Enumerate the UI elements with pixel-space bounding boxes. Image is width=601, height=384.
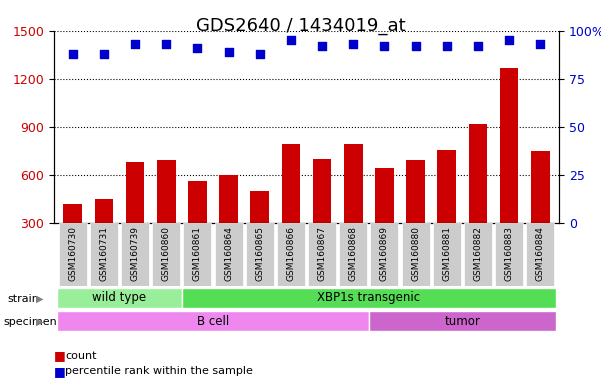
Bar: [126, 162, 144, 271]
FancyBboxPatch shape: [90, 223, 118, 286]
Text: GSM160869: GSM160869: [380, 226, 389, 281]
Text: GSM160864: GSM160864: [224, 226, 233, 281]
Text: GSM160866: GSM160866: [287, 226, 296, 281]
FancyBboxPatch shape: [339, 223, 367, 286]
FancyBboxPatch shape: [215, 223, 243, 286]
FancyBboxPatch shape: [182, 288, 556, 308]
Point: [130, 41, 140, 47]
Bar: [94, 199, 114, 271]
Point: [473, 43, 483, 49]
Text: GDS2640 / 1434019_at: GDS2640 / 1434019_at: [196, 17, 405, 35]
FancyBboxPatch shape: [57, 311, 369, 331]
Point: [504, 37, 514, 43]
Point: [99, 51, 109, 57]
Text: XBP1s transgenic: XBP1s transgenic: [317, 291, 420, 305]
Point: [380, 43, 389, 49]
Text: ■: ■: [54, 349, 66, 362]
Text: ▶: ▶: [36, 294, 43, 304]
FancyBboxPatch shape: [495, 223, 523, 286]
Bar: [375, 167, 394, 271]
FancyBboxPatch shape: [59, 223, 87, 286]
Point: [410, 43, 420, 49]
Text: GSM160731: GSM160731: [99, 226, 108, 281]
Text: specimen: specimen: [3, 317, 56, 327]
FancyBboxPatch shape: [277, 223, 305, 286]
Bar: [64, 204, 82, 271]
FancyBboxPatch shape: [308, 223, 336, 286]
Text: ■: ■: [54, 365, 66, 378]
Bar: [406, 161, 425, 271]
FancyBboxPatch shape: [57, 288, 182, 308]
FancyBboxPatch shape: [246, 223, 274, 286]
Text: GSM160860: GSM160860: [162, 226, 171, 281]
Text: percentile rank within the sample: percentile rank within the sample: [65, 366, 253, 376]
Text: GSM160730: GSM160730: [69, 226, 78, 281]
Text: GSM160865: GSM160865: [255, 226, 264, 281]
Bar: [344, 144, 362, 271]
FancyBboxPatch shape: [433, 223, 461, 286]
Text: GSM160868: GSM160868: [349, 226, 358, 281]
Text: tumor: tumor: [444, 314, 480, 328]
Bar: [469, 124, 487, 271]
Text: GSM160861: GSM160861: [193, 226, 202, 281]
Text: GSM160882: GSM160882: [474, 226, 483, 281]
Bar: [499, 68, 519, 271]
Text: count: count: [65, 351, 96, 361]
Text: GSM160739: GSM160739: [130, 226, 139, 281]
Bar: [282, 144, 300, 271]
Bar: [219, 175, 238, 271]
Point: [68, 51, 78, 57]
Point: [349, 41, 358, 47]
Text: B cell: B cell: [197, 314, 229, 328]
FancyBboxPatch shape: [464, 223, 492, 286]
Text: GSM160880: GSM160880: [411, 226, 420, 281]
Point: [535, 41, 545, 47]
FancyBboxPatch shape: [401, 223, 430, 286]
Point: [193, 45, 203, 51]
Text: GSM160881: GSM160881: [442, 226, 451, 281]
FancyBboxPatch shape: [152, 223, 180, 286]
Bar: [188, 181, 207, 271]
FancyBboxPatch shape: [370, 223, 398, 286]
Text: wild type: wild type: [93, 291, 147, 305]
Text: GSM160884: GSM160884: [535, 226, 545, 281]
FancyBboxPatch shape: [183, 223, 212, 286]
Bar: [251, 191, 269, 271]
Point: [255, 51, 264, 57]
Bar: [531, 151, 549, 271]
FancyBboxPatch shape: [526, 223, 554, 286]
FancyBboxPatch shape: [369, 311, 556, 331]
Text: ▶: ▶: [36, 317, 43, 327]
Point: [442, 43, 451, 49]
Bar: [313, 159, 331, 271]
Bar: [157, 161, 175, 271]
Point: [224, 49, 233, 55]
Text: strain: strain: [8, 294, 40, 304]
Text: GSM160883: GSM160883: [505, 226, 514, 281]
Point: [162, 41, 171, 47]
FancyBboxPatch shape: [121, 223, 149, 286]
Bar: [438, 150, 456, 271]
Point: [286, 37, 296, 43]
Text: GSM160867: GSM160867: [317, 226, 326, 281]
Point: [317, 43, 327, 49]
